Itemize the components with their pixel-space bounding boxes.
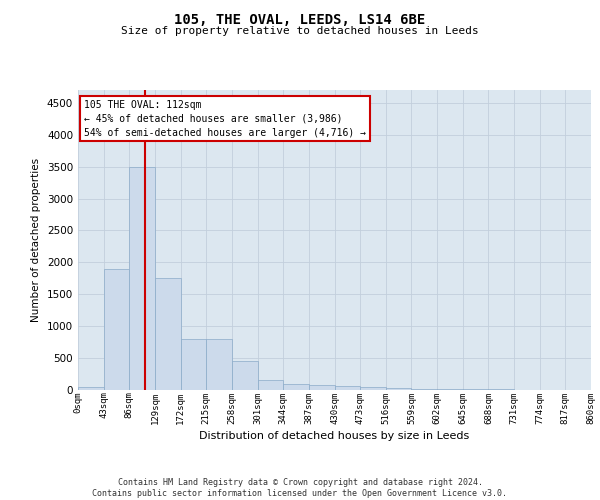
Bar xyxy=(206,339,232,390)
Bar xyxy=(232,362,257,390)
Bar xyxy=(412,388,437,390)
Bar xyxy=(104,268,130,390)
Text: 105 THE OVAL: 112sqm
← 45% of detached houses are smaller (3,986)
54% of semi-de: 105 THE OVAL: 112sqm ← 45% of detached h… xyxy=(84,100,366,138)
Bar xyxy=(155,278,181,390)
Bar xyxy=(309,385,335,390)
Bar xyxy=(360,387,386,390)
Bar xyxy=(386,388,412,390)
Bar xyxy=(257,380,283,390)
Bar xyxy=(78,387,104,390)
Y-axis label: Number of detached properties: Number of detached properties xyxy=(31,158,41,322)
Bar xyxy=(437,389,463,390)
Bar xyxy=(335,386,360,390)
Bar xyxy=(130,166,155,390)
Bar xyxy=(283,384,309,390)
Text: 105, THE OVAL, LEEDS, LS14 6BE: 105, THE OVAL, LEEDS, LS14 6BE xyxy=(175,12,425,26)
Bar xyxy=(181,339,206,390)
Text: Contains HM Land Registry data © Crown copyright and database right 2024.
Contai: Contains HM Land Registry data © Crown c… xyxy=(92,478,508,498)
Text: Size of property relative to detached houses in Leeds: Size of property relative to detached ho… xyxy=(121,26,479,36)
X-axis label: Distribution of detached houses by size in Leeds: Distribution of detached houses by size … xyxy=(199,430,470,440)
